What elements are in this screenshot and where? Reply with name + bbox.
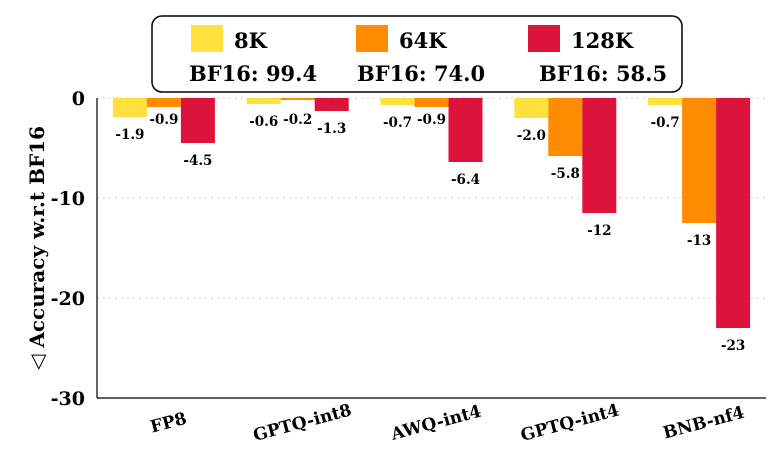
bar-64K-FP8 [146,98,181,107]
value-label: -1.9 [115,127,144,143]
bar-128K-GPTQ-int8 [314,98,349,111]
bar-128K-GPTQ-int4 [582,98,617,213]
bar-64K-BNB-nf4 [682,98,717,223]
bar-8K-GPTQ-int4 [514,98,549,118]
value-label: -1.3 [317,121,346,137]
x-category-label: BNB-nf4 [661,403,747,444]
x-category-label: FP8 [148,409,189,438]
legend-baseline: BF16: 58.5 [539,61,667,86]
x-category-label: GPTQ-int8 [251,400,354,445]
value-label: -0.9 [417,112,446,128]
y-axis-title: ◁ Accuracy w.r.t BF16 [25,126,49,371]
bar-8K-GPTQ-int8 [246,98,281,104]
value-label: -0.6 [249,114,278,130]
bar-128K-BNB-nf4 [716,98,751,328]
legend-swatch-8K [191,25,223,52]
value-label: -6.4 [451,172,480,188]
bar-8K-AWQ-int4 [380,98,415,105]
legend-label: 64K [399,28,447,53]
bar-8K-BNB-nf4 [648,98,683,105]
value-label: -12 [587,223,611,239]
axes [96,98,766,399]
legend: 8K BF16: 99.4 64K BF16: 74.0 128K BF16: 58.5 [151,15,683,93]
legend-label: 8K [234,28,268,53]
bar-64K-AWQ-int4 [414,98,449,107]
x-category-label: AWQ-int4 [388,402,484,446]
value-label: -0.2 [283,112,312,128]
x-category-label: GPTQ-int4 [519,400,622,445]
value-label: -13 [687,233,711,249]
bar-128K-FP8 [180,98,215,143]
value-label: -0.9 [149,112,178,128]
bar-128K-AWQ-int4 [448,98,483,162]
y-tick-label: -20 [51,288,85,310]
legend-label: 128K [571,28,634,53]
bar-64K-GPTQ-int8 [280,98,315,100]
x-category-labels: FP8 GPTQ-int8 AWQ-int4 GPTQ-int4 BNB-nf4 [148,400,746,445]
bar-64K-GPTQ-int4 [548,98,583,156]
value-label: -4.5 [183,153,212,169]
bar-8K-FP8 [112,98,147,117]
legend-swatch-128K [528,25,560,52]
value-label: -0.7 [383,115,412,131]
legend-baseline: BF16: 99.4 [189,61,317,86]
y-tick-label: -30 [51,388,85,410]
legend-baseline: BF16: 74.0 [357,61,485,86]
legend-swatch-64K [356,25,388,52]
y-tick-labels: 0 -10 -20 -30 [51,88,85,410]
y-tick-label: -10 [51,188,85,210]
value-label: -0.7 [651,115,680,131]
value-labels: -1.9 -0.9 -4.5 -0.6 -0.2 -1.3 -0.7 -0.9 -6.4 -2.0… [115,112,745,354]
bars [112,98,751,328]
value-label: -2.0 [517,128,546,144]
value-label: -5.8 [551,166,580,182]
y-tick-label: 0 [72,88,85,110]
value-label: -23 [721,338,745,354]
